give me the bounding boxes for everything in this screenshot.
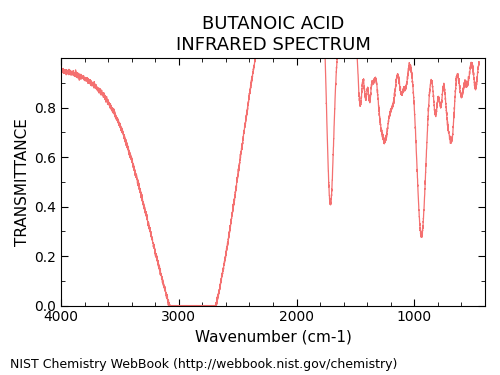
Text: NIST Chemistry WebBook (http://webbook.nist.gov/chemistry): NIST Chemistry WebBook (http://webbook.n… [10,358,398,371]
X-axis label: Wavenumber (cm-1): Wavenumber (cm-1) [194,330,352,345]
Title: BUTANOIC ACID
INFRARED SPECTRUM: BUTANOIC ACID INFRARED SPECTRUM [176,15,370,54]
Y-axis label: TRANSMITTANCE: TRANSMITTANCE [15,118,30,246]
